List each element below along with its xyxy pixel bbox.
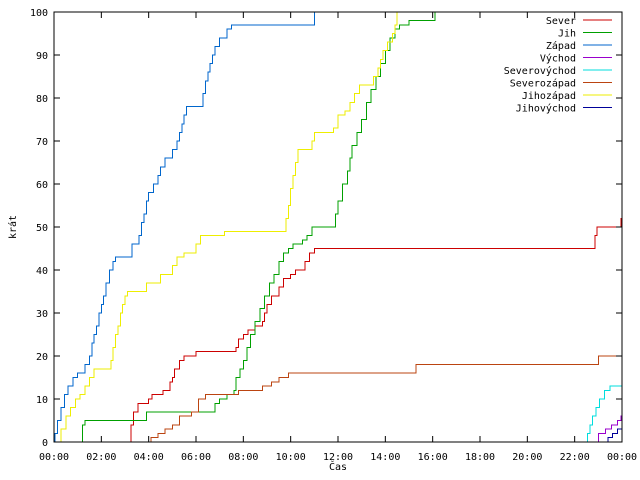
legend-label-4: Severovýchod <box>504 65 576 77</box>
legend-label-0: Sever <box>546 16 576 27</box>
legend-label-6: Jihozápad <box>522 90 576 102</box>
legend-label-1: Jih <box>558 29 576 40</box>
legend: Sever JihZápadVýchodSeverovýchodSeverozáp… <box>504 16 612 115</box>
x-tick-label: 18:00 <box>465 452 495 463</box>
y-tick-label: 50 <box>36 223 48 234</box>
x-tick-label: 06:00 <box>181 452 211 463</box>
y-tick-label: 20 <box>36 352 48 363</box>
legend-label-3: Východ <box>540 53 576 65</box>
legend-label-5: Severozápad <box>510 78 576 90</box>
y-tick-label: 40 <box>36 266 48 277</box>
x-axis-label: Čas <box>329 460 347 473</box>
y-tick-label: 80 <box>36 94 48 105</box>
series-line-0 <box>54 209 623 443</box>
x-tick-label: 00:00 <box>39 452 69 463</box>
x-tick-label: 00:00 <box>607 452 637 463</box>
y-tick-label: 0 <box>42 438 48 449</box>
y-tick-label: 10 <box>36 395 48 406</box>
series-line-2 <box>54 12 315 443</box>
legend-label-7: Jihovýchod <box>516 103 576 115</box>
x-tick-label: 20:00 <box>512 452 542 463</box>
y-tick-label: 30 <box>36 309 48 320</box>
y-axis-label: krát <box>7 215 19 239</box>
series-line-4 <box>54 385 622 443</box>
x-tick-label: 08:00 <box>228 452 258 463</box>
y-tick-label: 70 <box>36 137 48 148</box>
y-tick-label: 100 <box>30 8 48 19</box>
x-tick-label: 12:00 <box>323 452 353 463</box>
x-tick-label: 02:00 <box>86 452 116 463</box>
x-tick-label: 14:00 <box>370 452 400 463</box>
series-line-5 <box>54 355 622 443</box>
legend-label-2: Západ <box>546 40 576 52</box>
x-tick-label: 04:00 <box>134 452 164 463</box>
x-tick-label: 16:00 <box>418 452 448 463</box>
y-tick-label: 60 <box>36 180 48 191</box>
x-tick-label: 22:00 <box>560 452 590 463</box>
series-line-6 <box>54 12 398 443</box>
y-tick-label: 90 <box>36 51 48 62</box>
x-tick-label: 10:00 <box>276 452 306 463</box>
ticks-layer: 00:00 02:00 04:00 06:00 08:00 10:00 12:00 14:00… <box>30 8 637 463</box>
